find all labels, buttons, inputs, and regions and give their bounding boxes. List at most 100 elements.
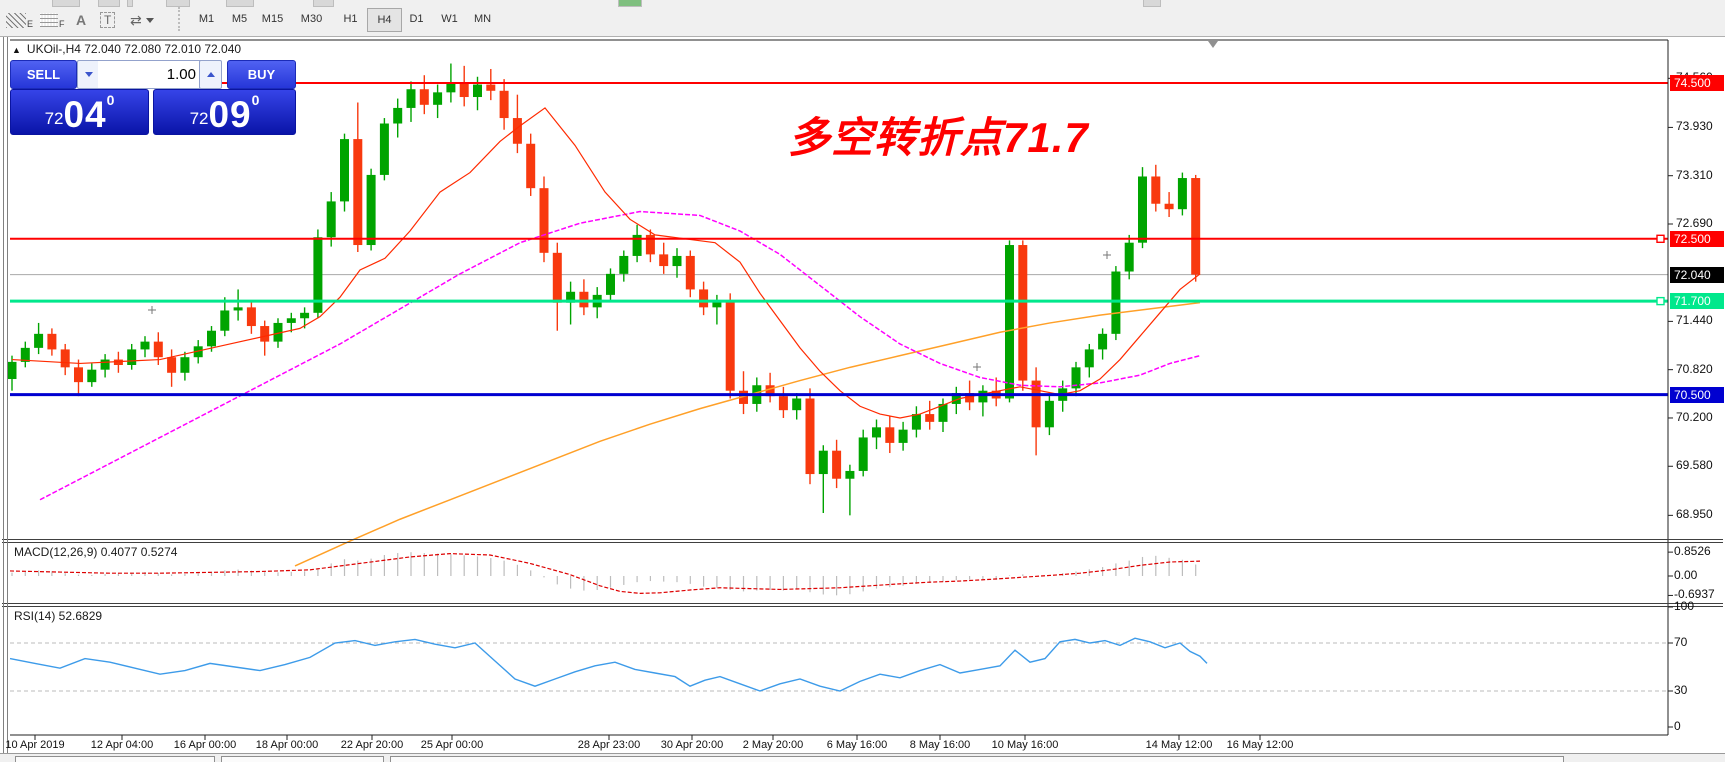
timeframe-mn-button[interactable]: MN [473,13,492,25]
rsi-axis-label: 30 [1674,683,1688,697]
time-tick-label: 12 Apr 04:00 [90,739,154,751]
time-tick-label: 10 May 16:00 [991,739,1059,751]
timeframe-h1-button[interactable]: H1 [343,13,358,25]
chart-tab[interactable] [390,756,1564,762]
cycle-arrows-icon: ⇄ [130,11,142,28]
level-price-label: 71.700 [1670,293,1724,310]
level-price-label: 72.500 [1670,230,1724,247]
clipped-toolbar-icon [226,0,254,7]
timeframe-h4-button[interactable]: H4 [367,8,402,32]
toolbar-separator [178,7,180,31]
rsi-line [9,637,1208,692]
time-tick-label: 16 May 12:00 [1226,739,1294,751]
clipped-toolbar-icon [618,0,642,7]
clipped-toolbar-icon [1143,0,1161,7]
time-tick-label: 2 May 20:00 [742,739,804,751]
price-tick-label: 70.820 [1676,361,1713,376]
timeframe-m30-button[interactable]: M30 [300,13,323,25]
buy-price-prefix: 72 [189,109,209,128]
caret-down-icon [84,72,93,77]
macd-axis-label: 0.00 [1674,568,1698,582]
price-tick-label: 73.930 [1676,119,1713,134]
buy-price-big-digits: 09 [208,94,252,135]
time-tick-label: 6 May 16:00 [826,739,888,751]
toolbar: E F A T ⇄ M1 M5 M15 M30 H1 H4 D1 W1 MN [0,0,1725,37]
text-t-icon: T [100,12,116,28]
chart-title: ▲ UKOil-,H4 72.040 72.080 72.010 72.040 [12,42,241,56]
price-tick-label: 72.690 [1676,215,1713,230]
macd-axis-label: -0.6937 [1674,587,1715,602]
time-tick-label: 25 Apr 00:00 [420,739,484,751]
chart-tab[interactable] [221,756,384,762]
clipped-toolbar-icon [52,0,80,7]
price-tick-label: 73.310 [1676,167,1713,182]
sell-price-big-digits: 04 [63,94,107,135]
rsi-label: RSI(14) 52.6829 [14,609,103,623]
collapse-triangle-icon[interactable]: ▲ [12,45,21,55]
buy-price-display[interactable]: 72 09 0 [153,89,296,135]
symbol-ohlc-text: UKOil-,H4 72.040 72.080 72.010 72.040 [26,42,242,56]
caret-up-icon [206,72,215,77]
clipped-toolbar-icon [127,0,133,7]
level-price-label: 70.500 [1670,386,1724,403]
sell-price-superscript: 0 [106,92,115,108]
chart-tabs-strip [0,753,1725,762]
chevron-down-icon [145,17,154,23]
volume-increase-button[interactable] [199,60,222,89]
rsi-axis-label: 0 [1674,719,1681,733]
clipped-toolbar-icon [98,0,120,7]
chart-shift-marker[interactable] [1208,41,1218,48]
price-tick-label: 69.580 [1676,458,1713,473]
hatch-icon-letter: E [27,19,34,29]
chart-annotation-text: 多空转折点71.7 [788,114,1089,161]
time-tick-label: 22 Apr 20:00 [340,739,404,751]
grid-icon [40,13,58,27]
time-tick-label: 30 Apr 20:00 [660,739,724,751]
hatch-icon [6,12,26,28]
macd-signal-line [9,552,1201,594]
volume-input[interactable] [98,60,202,89]
buy-price-superscript: 0 [251,92,260,108]
price-tick-label: 71.440 [1676,313,1713,328]
level-line-handle[interactable] [1656,234,1665,244]
time-tick-label: 8 May 16:00 [909,739,971,751]
macd-label: MACD(12,26,9) 0.4077 0.5274 [14,545,178,559]
timeframe-m1-button[interactable]: M1 [198,13,215,25]
clipped-toolbar-icon [313,0,334,7]
sell-price-display[interactable]: 72 04 0 [10,89,149,135]
grid-icon-letter: F [59,19,65,29]
price-tick-label: 68.950 [1676,507,1713,522]
chart-tab[interactable] [15,756,215,762]
grid-icon-button[interactable]: F [40,9,65,31]
buy-button[interactable]: BUY [227,60,296,89]
timeframe-w1-button[interactable]: W1 [441,13,458,25]
time-tick-label: 18 Apr 00:00 [255,739,319,751]
crosshair-hatch-icon[interactable]: E [6,9,33,31]
time-tick-label: 16 Apr 00:00 [173,739,237,751]
level-line-handle[interactable] [1656,296,1665,306]
macd-axis-label: 0.8526 [1674,544,1711,559]
sell-button[interactable]: SELL [10,60,77,89]
time-tick-label: 14 May 12:00 [1145,739,1213,751]
font-a-icon: A [76,12,87,28]
objects-dropdown-button[interactable]: ⇄ [130,9,154,31]
timeframe-m15-button[interactable]: M15 [261,13,284,25]
text-label-tool-button[interactable]: T [100,9,116,31]
sell-price-prefix: 72 [44,109,64,128]
volume-decrease-button[interactable] [77,60,100,89]
one-click-trading-panel: SELL BUY 72 04 0 72 09 0 [10,60,296,135]
level-price-label: 74.500 [1670,75,1724,91]
timeframe-m5-button[interactable]: M5 [231,13,248,25]
ma-slow-orange-line [294,301,1201,567]
clipped-toolbar-icon [166,0,190,7]
price-tick-label: 70.200 [1676,409,1713,424]
time-tick-label: 28 Apr 23:00 [577,739,641,751]
ma-mid-magenta-line [39,210,1201,501]
font-tool-button[interactable]: A [76,9,86,31]
current-price-label: 72.040 [1670,266,1724,283]
rsi-axis-label: 100 [1674,599,1695,613]
timeframe-d1-button[interactable]: D1 [409,13,424,25]
time-tick-label: 10 Apr 2019 [5,739,65,751]
rsi-axis-label: 70 [1674,635,1688,649]
